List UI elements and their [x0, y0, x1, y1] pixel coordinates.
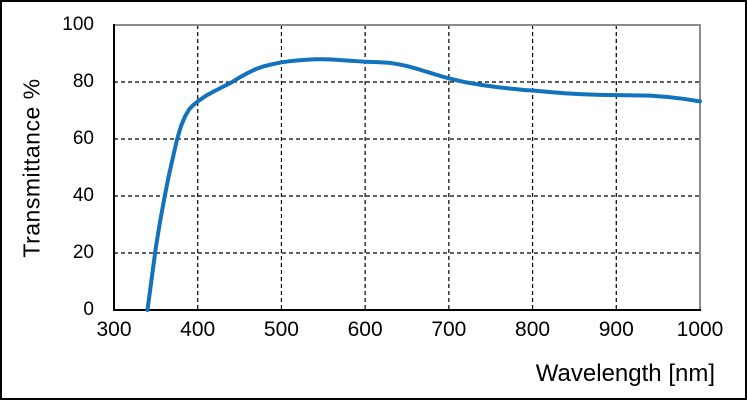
- x-tick-label: 500: [263, 318, 299, 341]
- gridlines: [114, 25, 700, 310]
- y-tick-label: 60: [72, 128, 94, 149]
- x-tick-label: 600: [347, 318, 383, 341]
- data-series: [145, 57, 702, 312]
- y-tick-label: 0: [83, 299, 94, 320]
- x-tick-label: 700: [431, 318, 467, 341]
- x-tick-label: 300: [96, 318, 132, 341]
- x-tick-label: 1000: [676, 318, 724, 341]
- plot-frame: [113, 24, 701, 311]
- y-tick-label: 100: [62, 14, 94, 35]
- y-tick-label: 20: [72, 242, 94, 263]
- x-axis-title: Wavelength [nm]: [535, 360, 715, 387]
- y-tick-label: 40: [72, 185, 94, 206]
- y-tick-label: 80: [72, 71, 94, 92]
- x-tick-label: 400: [180, 318, 216, 341]
- x-tick-label: 900: [598, 318, 634, 341]
- x-tick-label: 800: [515, 318, 551, 341]
- transmittance-curve: [145, 57, 702, 312]
